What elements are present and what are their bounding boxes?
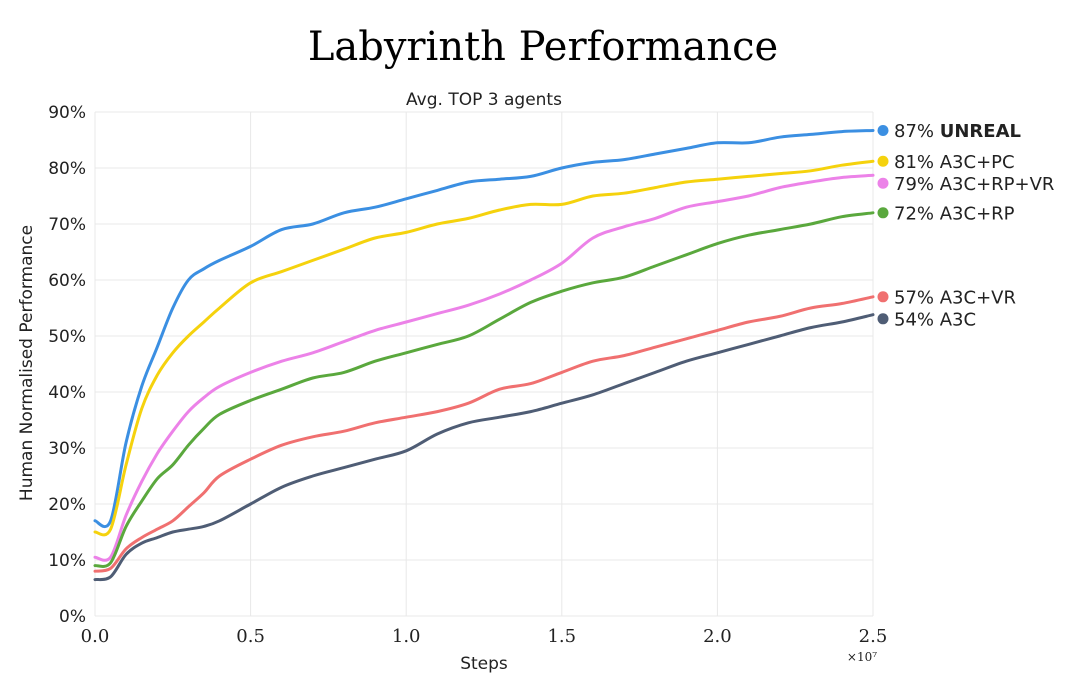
- x-tick-label: 1.0: [392, 626, 421, 647]
- y-tick-label: 0%: [59, 607, 86, 627]
- y-tick-label: 30%: [48, 439, 86, 459]
- series-line-a3c-vr: [93, 295, 875, 573]
- legend-marker: [877, 313, 889, 325]
- legend-percent: 57%: [894, 287, 940, 308]
- y-axis-ticks: 0% 10% 20% 30% 40% 50% 60% 70% 80% 90%: [48, 103, 86, 627]
- x-axis-ticks: 0.0 0.5 1.0 1.5 2.0 2.5: [81, 626, 888, 647]
- y-tick-label: 10%: [48, 551, 86, 571]
- legend-marker: [877, 155, 889, 167]
- legend-series-name: A3C+PC: [940, 152, 1015, 173]
- legend-label: 57% A3C+VR: [894, 287, 1016, 308]
- legend-percent: 72%: [894, 203, 940, 224]
- legend-marker: [877, 291, 889, 303]
- x-tick-label: 2.0: [703, 626, 732, 647]
- y-tick-label: 80%: [48, 159, 86, 179]
- x-tick-label: 1.5: [547, 626, 576, 647]
- legend-item-a3c-pc: 81% A3C+PC: [877, 152, 1015, 173]
- y-axis-label: Human Normalised Performance: [17, 225, 37, 501]
- y-tick-label: 70%: [48, 215, 86, 235]
- legend-label: 81% A3C+PC: [894, 152, 1015, 173]
- legend-item-a3c-rp: 72% A3C+RP: [877, 203, 1015, 224]
- series-line-a3c-rp-vr: [93, 173, 875, 562]
- legend-series-name: A3C+VR: [940, 287, 1016, 308]
- legend-percent: 81%: [894, 152, 940, 173]
- y-tick-label: 50%: [48, 327, 86, 347]
- legend-label: 79% A3C+RP+VR: [894, 174, 1054, 195]
- series-line-unreal: [93, 129, 875, 529]
- legend-item-a3c-vr: 57% A3C+VR: [877, 287, 1016, 308]
- series-line-a3c-rp: [93, 211, 875, 568]
- legend-series-name: UNREAL: [940, 121, 1021, 142]
- x-axis-multiplier: ×10⁷: [847, 650, 877, 664]
- legend-series-name: A3C+RP: [940, 203, 1015, 224]
- series-line-a3c: [93, 313, 875, 582]
- legend-percent: 87%: [894, 121, 940, 142]
- legend-label: 72% A3C+RP: [894, 203, 1015, 224]
- x-tick-label: 0.0: [81, 626, 110, 647]
- legend-percent: 79%: [894, 174, 940, 195]
- legend-item-a3c: 54% A3C: [877, 309, 976, 330]
- legend-percent: 54%: [894, 309, 940, 330]
- legend-item-a3c-rp-vr: 79% A3C+RP+VR: [877, 174, 1054, 195]
- y-tick-label: 20%: [48, 495, 86, 515]
- chart-subtitle: Avg. TOP 3 agents: [406, 90, 562, 110]
- x-tick-label: 2.5: [859, 626, 888, 647]
- y-tick-label: 40%: [48, 383, 86, 403]
- legend-label: 54% A3C: [894, 309, 976, 330]
- legend-marker: [877, 207, 889, 219]
- x-tick-label: 0.5: [236, 626, 265, 647]
- legend-marker: [877, 177, 889, 189]
- legend-label: 87% UNREAL: [894, 121, 1021, 142]
- legend-series-name: A3C: [940, 309, 976, 330]
- grid-lines: [94, 111, 874, 617]
- legend-item-unreal: 87% UNREAL: [877, 121, 1021, 142]
- legend-series-name: A3C+RP+VR: [940, 174, 1055, 195]
- series-lines: [93, 129, 875, 582]
- legend-marker: [877, 124, 889, 136]
- chart-title: Labyrinth Performance: [308, 24, 778, 70]
- y-tick-label: 60%: [48, 271, 86, 291]
- x-axis-label: Steps: [460, 654, 508, 674]
- series-line-a3c-pc: [93, 159, 875, 537]
- y-tick-label: 90%: [48, 103, 86, 123]
